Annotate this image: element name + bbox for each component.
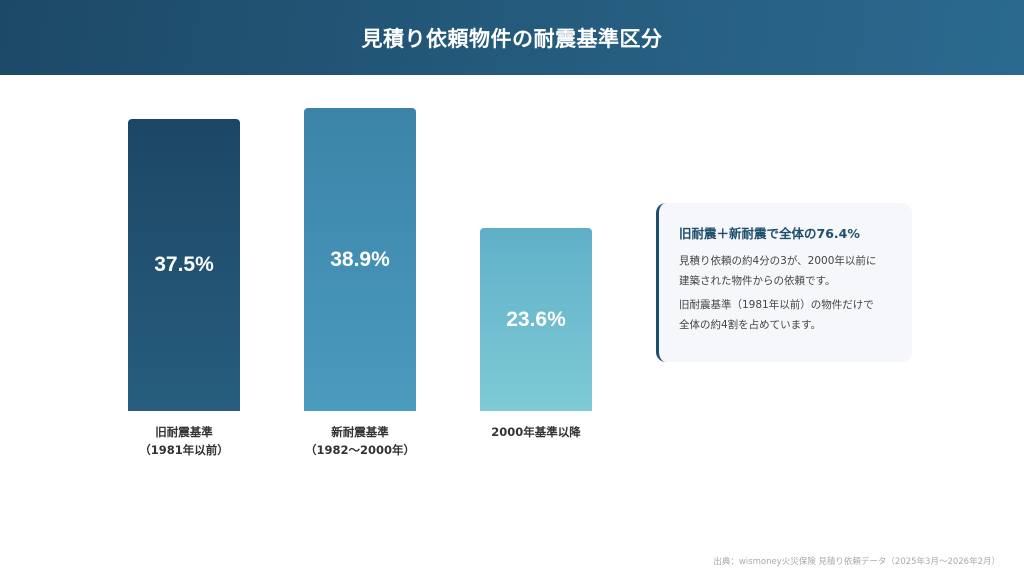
category-label-line1: 旧耐震基準 bbox=[155, 425, 213, 439]
insight-card-title: 旧耐震＋新耐震で全体の76.4% bbox=[679, 226, 860, 241]
insight-line: 建築された物件からの依頼です。 bbox=[679, 275, 836, 287]
bar-value-label: 37.5% bbox=[154, 253, 214, 276]
category-label-old-standard: 旧耐震基準 （1981年以前） bbox=[104, 423, 264, 459]
bar-value-label: 38.9% bbox=[330, 247, 390, 271]
insight-card: 旧耐震＋新耐震で全体の76.4% 見積り依頼の約4分の3が、2000年以前に 建… bbox=[656, 203, 912, 362]
category-label-line2: （1981年以前） bbox=[139, 443, 229, 457]
insight-line: 全体の約4割を占めています。 bbox=[679, 319, 822, 331]
category-label-line2: （1982〜2000年） bbox=[304, 443, 415, 457]
header-banner: 見積り依頼物件の耐震基準区分 bbox=[0, 0, 1024, 75]
bar-new-standard: 38.9% bbox=[304, 108, 416, 411]
category-label-new-standard: 新耐震基準 （1982〜2000年） bbox=[280, 423, 440, 459]
bar-old-standard: 37.5% bbox=[128, 119, 240, 411]
page-title: 見積り依頼物件の耐震基準区分 bbox=[361, 26, 663, 51]
source-note: 出典：wismoney火災保険 見積り依頼データ（2025年3月〜2026年2月… bbox=[713, 557, 1000, 567]
category-label-line1: 新耐震基準 bbox=[331, 425, 389, 439]
insight-line: 旧耐震基準（1981年以前）の物件だけで bbox=[679, 299, 874, 311]
category-label-post-2000: 2000年基準以降 bbox=[456, 423, 616, 441]
insight-paragraph-1: 見積り依頼の約4分の3が、2000年以前に 建築された物件からの依頼です。 bbox=[679, 251, 894, 291]
insight-paragraph-2: 旧耐震基準（1981年以前）の物件だけで 全体の約4割を占めています。 bbox=[679, 295, 894, 335]
bar-post-2000-standard: 23.6% bbox=[480, 228, 592, 411]
bar-value-label: 23.6% bbox=[506, 307, 566, 331]
insight-line: 見積り依頼の約4分の3が、2000年以前に bbox=[679, 255, 877, 267]
category-label-line1: 2000年基準以降 bbox=[491, 425, 581, 439]
